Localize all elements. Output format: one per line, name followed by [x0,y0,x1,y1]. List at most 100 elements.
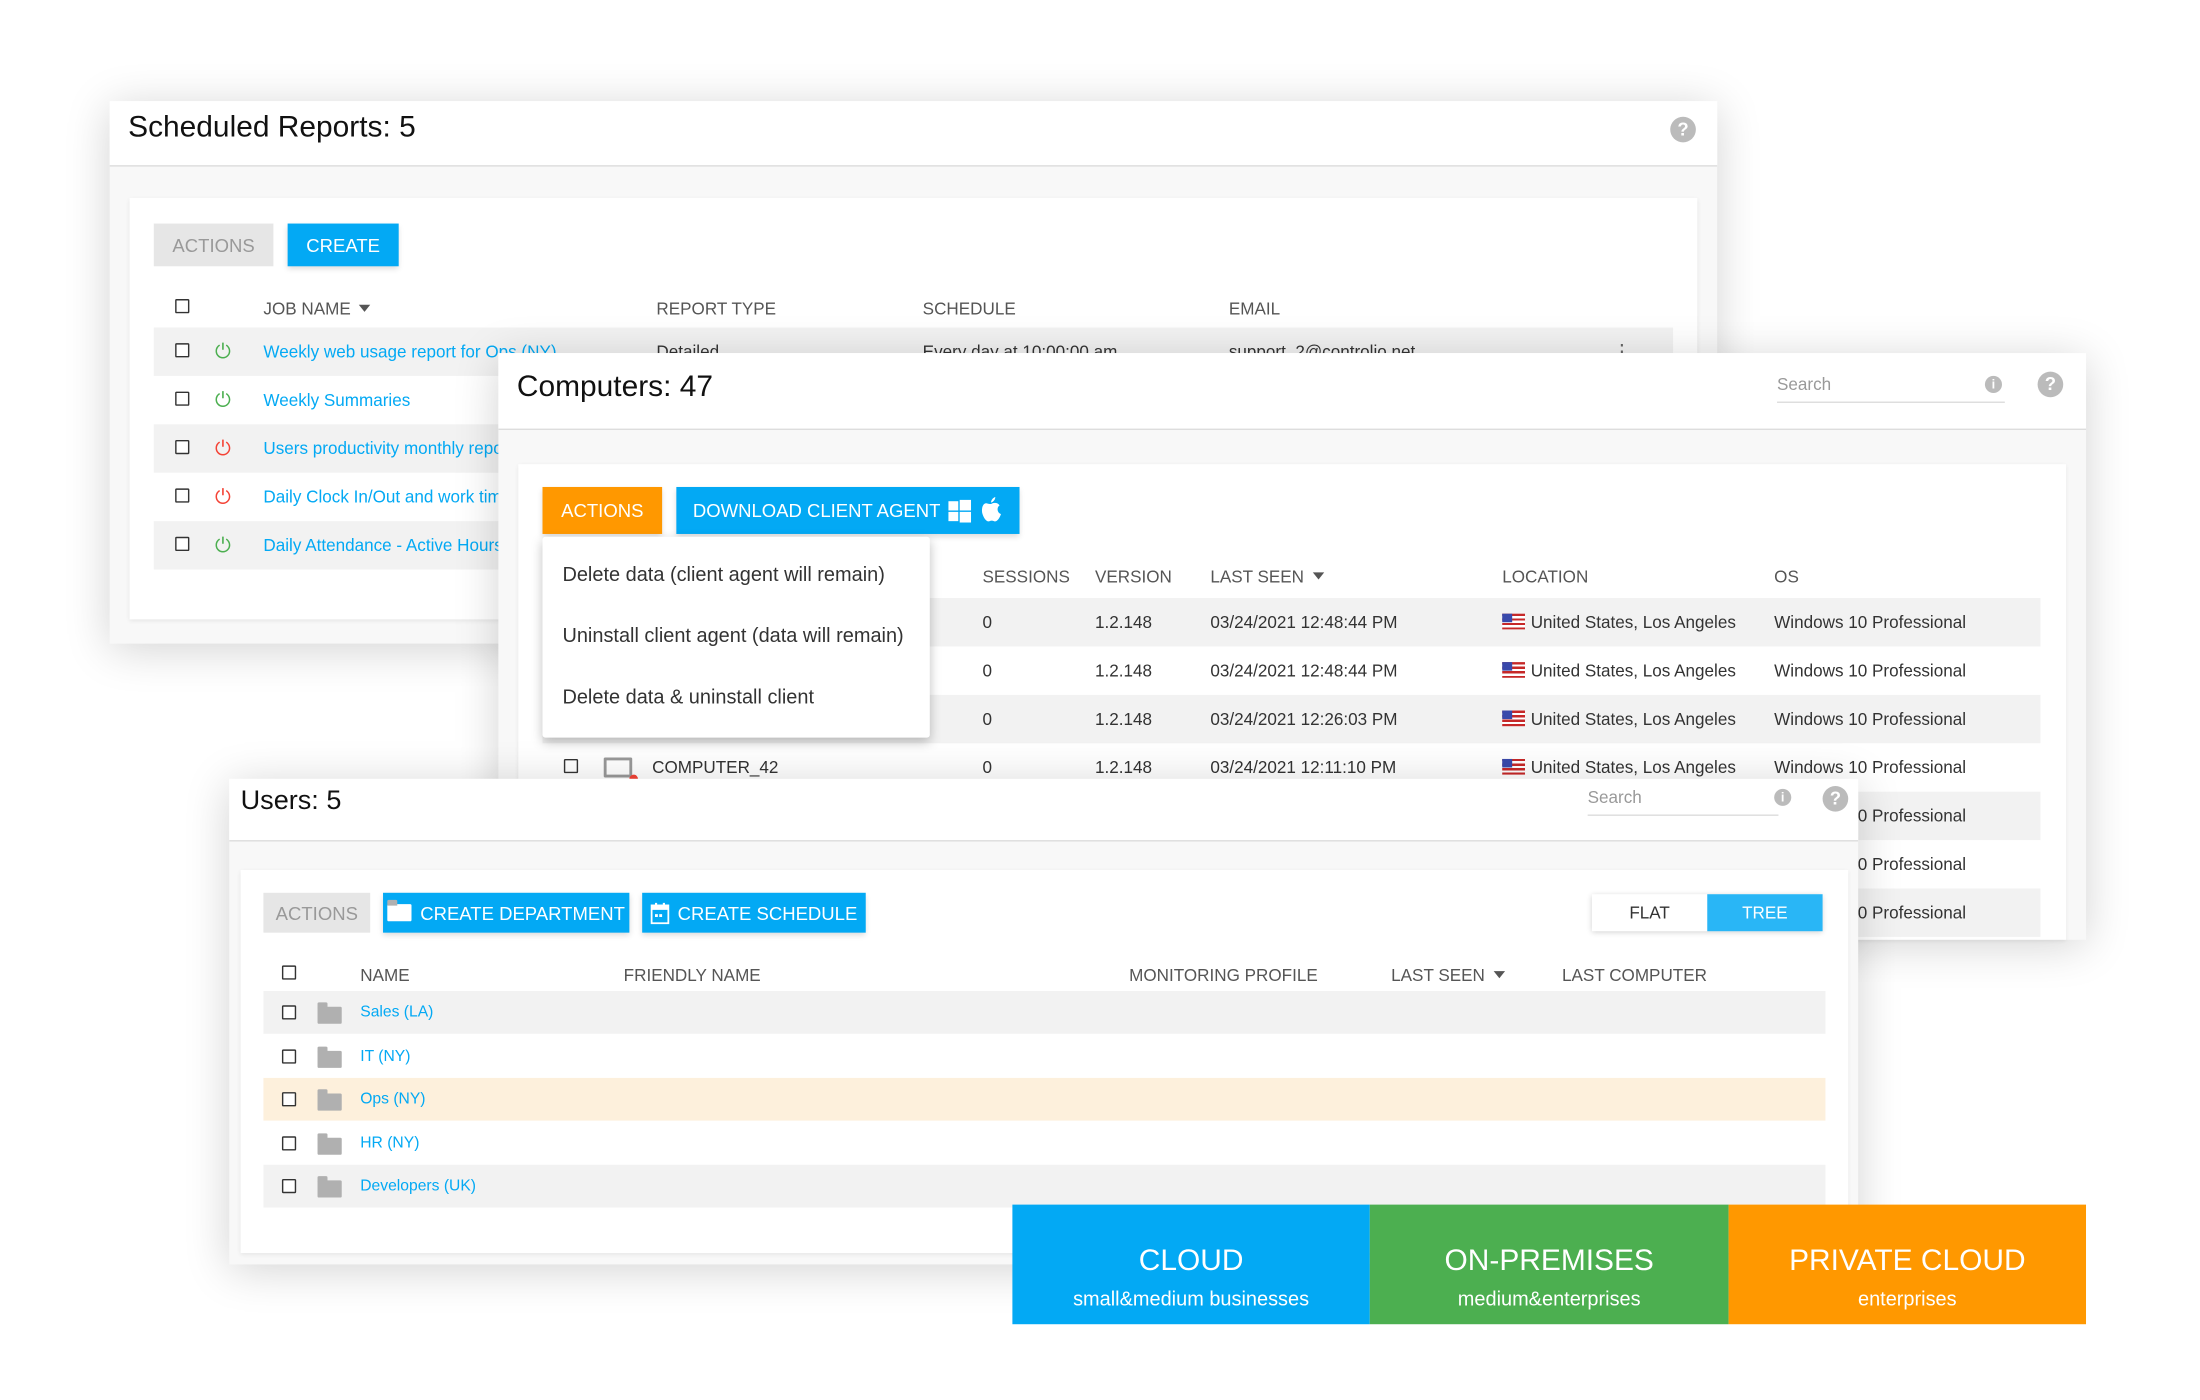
department-link[interactable]: Developers (UK) [360,1177,477,1195]
banner-subtitle: enterprises [1857,1287,1957,1310]
column-label: JOB NAME [263,299,351,319]
power-on-icon: ⏻ [215,533,231,557]
download-client-agent-button[interactable]: DOWNLOAD CLIENT AGENT [676,486,1020,534]
column-last-seen[interactable]: LAST SEEN [1210,567,1324,587]
location-text: United States, Los Angeles [1530,757,1736,778]
job-name-link[interactable]: Weekly Summaries [263,390,411,411]
last-seen: 03/24/2021 12:48:44 PM [1210,660,1398,681]
column-last-seen[interactable]: LAST SEEN [1391,965,1505,985]
row-checkbox[interactable] [281,1048,297,1063]
department-link[interactable]: Sales (LA) [360,1003,434,1021]
computer-icon [603,757,638,784]
users-card: ACTIONS CREATE DEPARTMENT CREATE SCHEDUL… [240,870,1849,1254]
version: 1.2.148 [1094,660,1153,681]
department-link[interactable]: IT (NY) [360,1047,411,1065]
search-input[interactable]: Search [1587,787,1779,816]
table-row[interactable]: 0 1.2.148 03/24/2021 12:48:44 PM United Sta… [543,646,2041,694]
last-seen: 03/24/2021 12:26:03 PM [1210,709,1398,730]
folder-icon [317,1176,342,1198]
banner-title: PRIVATE CLOUD [1789,1244,2026,1278]
department-link[interactable]: HR (NY) [360,1134,420,1152]
location-text: United States, Los Angeles [1530,660,1736,681]
page-title: Scheduled Reports: 5 [128,111,416,144]
version: 1.2.148 [1094,612,1153,633]
table-row[interactable]: Developers (UK) [263,1164,1826,1208]
job-name-link[interactable]: Users productivity monthly report [263,438,514,459]
info-icon[interactable]: i [1774,788,1792,806]
create-button[interactable]: CREATE [287,223,399,267]
table-row[interactable]: ⏻ Daily Clock In/Out and work time [154,473,1673,521]
table-row[interactable]: IT (NY) [263,1034,1825,1077]
sessions: 0 [982,709,993,730]
us-flag-icon [1502,710,1525,727]
create-department-button[interactable]: CREATE DEPARTMENT [383,892,630,933]
banner-on-premises[interactable]: ON-PREMISES medium&enterprises [1369,1204,1729,1325]
table-row[interactable]: Ops (NY) [263,1077,1826,1121]
column-job-name[interactable]: JOB NAME [263,299,371,319]
create-schedule-button[interactable]: CREATE SCHEDULE [642,892,866,933]
sort-desc-icon [1493,971,1505,979]
banner-cloud[interactable]: CLOUD small&medium businesses [1012,1204,1370,1325]
row-checkbox[interactable] [281,1135,297,1150]
banner-title: CLOUD [1138,1244,1244,1278]
sort-desc-icon [359,304,371,312]
banner-subtitle: medium&enterprises [1457,1287,1641,1310]
row-checkbox[interactable] [175,439,190,455]
apple-icon [982,496,1002,522]
row-checkbox[interactable] [175,536,190,552]
sessions: 0 [982,612,993,633]
sort-desc-icon [1312,572,1324,580]
actions-button[interactable]: ACTIONS [542,486,663,534]
column-report-type: REPORT TYPE [656,299,777,319]
row-checkbox[interactable] [281,1005,297,1020]
row-checkbox[interactable] [175,488,190,503]
select-all-checkbox[interactable] [281,965,297,980]
table-row[interactable]: COMPUTER_42 0 1.2.148 03/24/2021 12:11:10 P… [543,743,2041,791]
column-name: NAME [360,965,410,986]
button-label: DOWNLOAD CLIENT AGENT [692,499,941,522]
help-icon[interactable]: ? [2037,371,2064,398]
job-name-link[interactable]: Daily Attendance - Active Hours [263,535,503,556]
row-checkbox[interactable] [175,343,190,358]
actions-button[interactable]: ACTIONS [153,223,274,267]
row-checkbox[interactable] [281,1092,297,1107]
job-name-link[interactable]: Weekly web usage report for Ops (NY) [263,341,557,362]
menu-item-delete-and-uninstall[interactable]: Delete data & uninstall client [562,684,815,708]
row-checkbox[interactable] [175,391,190,406]
power-off-icon: ⏻ [215,484,231,508]
power-on-icon: ⏻ [215,339,231,363]
select-all-checkbox[interactable] [175,299,190,314]
sessions: 0 [982,660,993,681]
reports-header: Scheduled Reports: 5 ? [109,101,1718,167]
computer-name[interactable]: COMPUTER_42 [652,757,779,778]
power-on-icon: ⏻ [215,388,231,411]
menu-item-uninstall-agent[interactable]: Uninstall client agent (data will remain… [562,623,904,647]
column-friendly-name: FRIENDLY NAME [623,965,761,986]
job-name-link[interactable]: Daily Clock In/Out and work time [263,486,512,507]
view-tree-button[interactable]: TREE [1707,894,1823,932]
power-off-icon: ⏻ [215,436,231,460]
table-row[interactable]: HR (NY) [263,1121,1825,1164]
us-flag-icon [1502,613,1525,630]
folder-icon [317,1002,342,1024]
table-row[interactable]: ⏻ Weekly Summaries [154,376,1673,424]
menu-item-delete-data[interactable]: Delete data (client agent will remain) [562,562,885,586]
column-os: OS [1774,566,1799,587]
table-row[interactable]: Sales (LA) [263,991,1826,1034]
row-checkbox[interactable] [563,758,579,774]
actions-button[interactable]: ACTIONS [263,892,371,933]
location-text: United States, Los Angeles [1530,709,1736,730]
view-flat-button[interactable]: FLAT [1629,902,1670,923]
folder-icon [317,1045,342,1068]
department-link[interactable]: Ops (NY) [360,1090,426,1108]
banner-private-cloud[interactable]: PRIVATE CLOUD enterprises [1728,1204,2087,1325]
column-monitoring-profile: MONITORING PROFILE [1129,965,1318,986]
info-icon[interactable]: i [1984,375,2003,393]
os: Windows 10 Professional [1774,709,1967,730]
row-checkbox[interactable] [281,1178,297,1194]
help-icon[interactable]: ? [1670,116,1696,143]
help-icon[interactable]: ? [1822,785,1849,812]
search-input[interactable]: Search [1777,374,2005,403]
actions-dropdown-menu: Delete data (client agent will remain) U… [542,536,930,738]
